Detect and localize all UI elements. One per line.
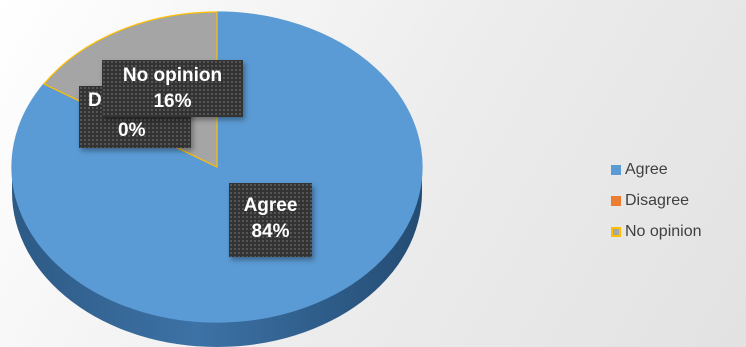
data-label-agree: Agree 84%: [229, 183, 312, 257]
data-label-agree-percent: 84%: [251, 221, 290, 242]
data-label-no-opinion: No opinion 16%: [102, 60, 243, 117]
pie-side: [12, 167, 422, 347]
legend-item-no-opinion: No opinion: [611, 222, 702, 241]
legend-swatch-agree: [611, 164, 621, 175]
legend-label-disagree: Disagree: [625, 191, 690, 209]
legend: Agree Disagree No opinion: [611, 160, 702, 253]
legend-item-agree: Agree: [611, 160, 702, 179]
data-label-agree-name: Agree: [243, 195, 298, 216]
data-label-no-opinion-percent: 16%: [153, 91, 192, 112]
data-label-no-opinion-name: No opinion: [122, 65, 223, 86]
legend-swatch-no-opinion: [611, 226, 621, 237]
data-label-disagree-percent: 0%: [118, 120, 146, 141]
legend-swatch-disagree: [611, 195, 621, 206]
legend-item-disagree: Disagree: [611, 191, 702, 210]
legend-label-agree: Agree: [625, 160, 668, 178]
data-label-disagree-name: D: [88, 90, 102, 111]
legend-label-no-opinion: No opinion: [625, 222, 702, 240]
